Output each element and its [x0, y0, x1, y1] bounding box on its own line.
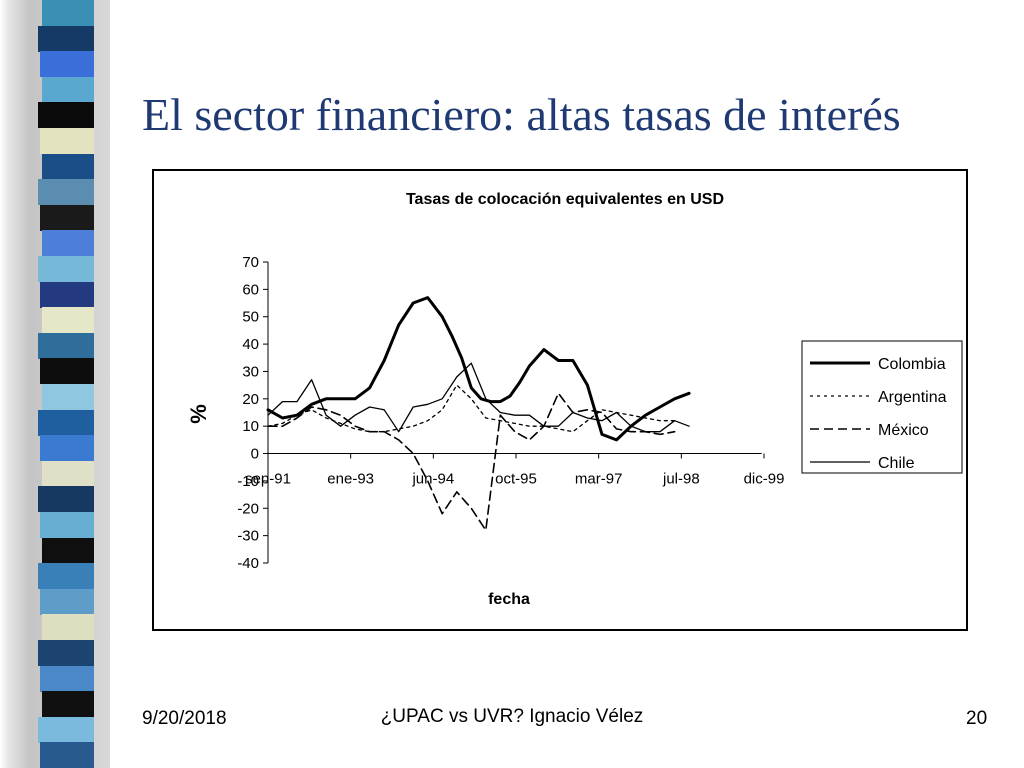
decoration-block — [42, 461, 94, 487]
x-tick-label: ene-93 — [327, 471, 374, 488]
series-line-chile — [267, 362, 690, 433]
y-axis-label: % — [186, 404, 211, 424]
legend-label: Chile — [878, 455, 915, 472]
decoration-block — [38, 179, 94, 205]
y-tick-label: 40 — [242, 336, 259, 353]
x-tick-label: oct-95 — [495, 471, 537, 488]
decoration-block — [42, 307, 94, 333]
decoration-block — [42, 0, 94, 26]
decoration-block — [38, 717, 94, 743]
decoration-block — [38, 333, 94, 359]
decoration-block — [42, 384, 94, 410]
y-tick-label: 0 — [251, 446, 259, 463]
decoration-block — [40, 589, 94, 615]
legend-label: Argentina — [878, 389, 947, 406]
decoration-block — [40, 282, 94, 308]
x-tick-label: mar-97 — [575, 471, 623, 488]
y-tick-label: 30 — [242, 363, 259, 380]
decoration-block — [38, 640, 94, 666]
footer-presentation-title: ¿UPAC vs UVR? Ignacio Vélez — [380, 706, 644, 727]
decoration-block — [42, 614, 94, 640]
decoration-block — [40, 51, 94, 77]
slide-title: El sector financiero: altas tasas de int… — [142, 89, 901, 140]
line-chart: Tasas de colocación equivalentes en USD … — [186, 191, 963, 608]
y-tick-label: 50 — [242, 309, 259, 326]
footer-page-number: 20 — [966, 708, 988, 729]
decoration-block — [40, 435, 94, 461]
y-tick-label: -10 — [237, 473, 259, 490]
x-tick-label: sep-91 — [245, 471, 291, 488]
y-tick-label: -20 — [237, 500, 259, 517]
series-line-argentina — [267, 384, 676, 433]
decoration-block — [38, 410, 94, 436]
decoration-block — [40, 666, 94, 692]
chart-title: Tasas de colocación equivalentes en USD — [406, 191, 724, 208]
decoration-block — [42, 538, 94, 564]
decoration-block — [42, 154, 94, 180]
x-axis-label: fecha — [488, 591, 530, 608]
decoration-block — [38, 102, 94, 128]
decoration-block — [40, 358, 94, 384]
x-tick-label: jul-98 — [662, 471, 700, 488]
legend-label: Colombia — [878, 356, 946, 373]
decoration-block — [40, 128, 94, 154]
y-tick-label: 70 — [242, 254, 259, 271]
series-line-colombia — [266, 296, 691, 442]
x-tick-label: jun-94 — [411, 471, 454, 488]
y-tick-label: -30 — [237, 528, 259, 545]
decoration-block — [42, 77, 94, 103]
decoration-block — [42, 230, 94, 256]
y-tick-label: 60 — [242, 281, 259, 298]
decoration-block — [38, 26, 94, 52]
y-tick-label: -40 — [237, 555, 259, 572]
decoration-block — [38, 256, 94, 282]
decoration-block — [40, 742, 94, 768]
decoration-block — [38, 486, 94, 512]
decoration-block — [42, 691, 94, 717]
footer-date: 9/20/2018 — [142, 708, 227, 729]
legend-label: México — [878, 422, 929, 439]
chart-frame: Tasas de colocación equivalentes en USD … — [152, 169, 968, 631]
y-tick-label: 10 — [242, 418, 259, 435]
side-decoration-blocks — [38, 0, 98, 768]
decoration-block — [40, 205, 94, 231]
decoration-block — [38, 563, 94, 589]
x-tick-label: dic-99 — [744, 471, 785, 488]
decoration-block — [40, 512, 94, 538]
y-tick-label: 20 — [242, 391, 259, 408]
